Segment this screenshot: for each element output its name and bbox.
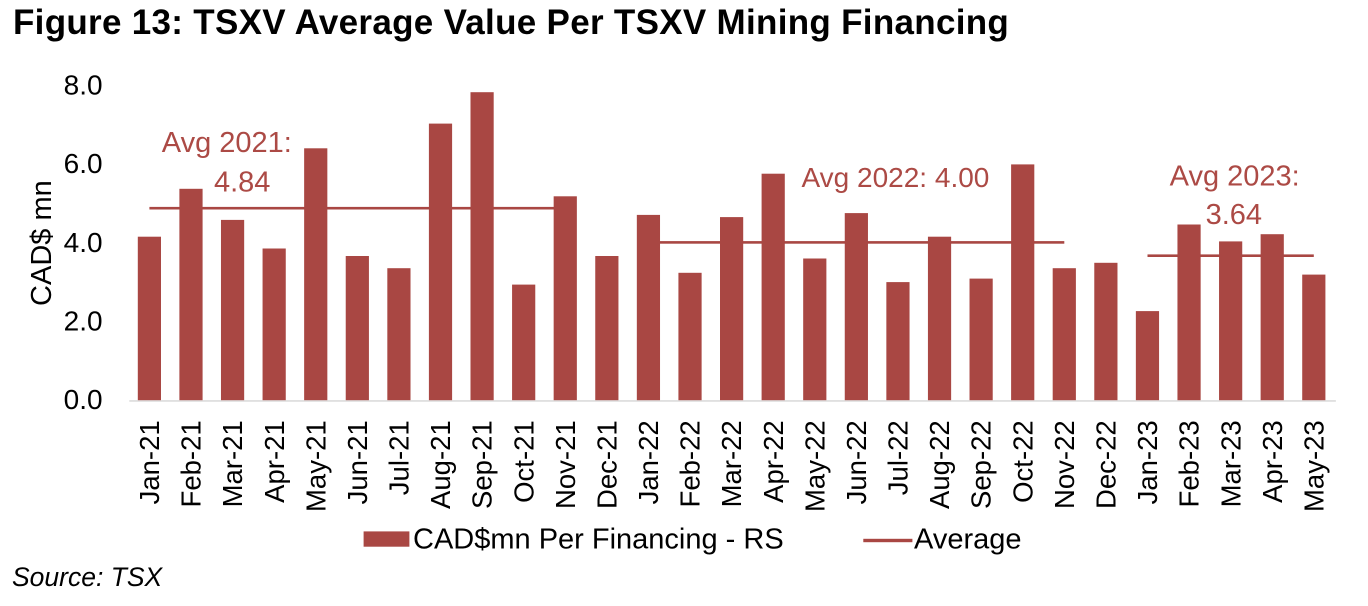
svg-text:Mar-22: Mar-22 <box>716 420 747 507</box>
svg-text:0.0: 0.0 <box>64 384 103 415</box>
svg-text:Mar-23: Mar-23 <box>1215 420 1246 507</box>
svg-text:3.64: 3.64 <box>1206 199 1262 231</box>
svg-text:8.0: 8.0 <box>64 70 103 101</box>
svg-text:Apr-21: Apr-21 <box>259 420 290 503</box>
svg-text:CAD$mn Per Financing - RS: CAD$mn Per Financing - RS <box>413 524 784 556</box>
svg-text:May-23: May-23 <box>1298 420 1329 512</box>
svg-text:Jan-21: Jan-21 <box>134 420 165 504</box>
svg-text:Jun-21: Jun-21 <box>342 420 373 504</box>
svg-text:CAD$ mn: CAD$ mn <box>26 180 58 306</box>
svg-text:2.0: 2.0 <box>64 306 103 337</box>
svg-text:Oct-21: Oct-21 <box>508 420 539 503</box>
svg-text:Jan-22: Jan-22 <box>633 420 664 504</box>
svg-text:Dec-21: Dec-21 <box>591 420 622 509</box>
svg-text:Avg 2022: 4.00: Avg 2022: 4.00 <box>802 162 990 193</box>
svg-text:Jul-21: Jul-21 <box>384 420 415 495</box>
svg-text:Jul-22: Jul-22 <box>883 420 914 495</box>
svg-text:Aug-21: Aug-21 <box>425 420 456 509</box>
svg-text:Feb-21: Feb-21 <box>176 420 207 507</box>
svg-text:Jun-22: Jun-22 <box>841 420 872 504</box>
svg-text:Sep-21: Sep-21 <box>467 420 498 509</box>
svg-text:Jan-23: Jan-23 <box>1132 420 1163 504</box>
svg-text:4.0: 4.0 <box>64 227 103 258</box>
svg-text:Sep-22: Sep-22 <box>966 420 997 509</box>
svg-text:Source: TSX: Source: TSX <box>12 562 164 592</box>
svg-text:Figure 13: TSXV Average Value: Figure 13: TSXV Average Value Per TSXV M… <box>13 3 1009 42</box>
svg-text:Apr-22: Apr-22 <box>758 420 789 503</box>
svg-text:Oct-22: Oct-22 <box>1007 420 1038 503</box>
svg-text:Feb-23: Feb-23 <box>1174 420 1205 507</box>
svg-text:6.0: 6.0 <box>64 148 103 179</box>
svg-text:Avg 2021:: Avg 2021: <box>162 127 292 159</box>
svg-text:May-22: May-22 <box>799 420 830 512</box>
svg-text:Average: Average <box>914 524 1022 556</box>
svg-text:Feb-22: Feb-22 <box>675 420 706 507</box>
svg-text:Dec-22: Dec-22 <box>1091 420 1122 509</box>
svg-text:4.84: 4.84 <box>214 166 270 198</box>
svg-text:Nov-21: Nov-21 <box>550 420 581 509</box>
svg-text:Mar-21: Mar-21 <box>217 420 248 507</box>
svg-text:Avg 2023:: Avg 2023: <box>1170 160 1300 192</box>
svg-text:May-21: May-21 <box>300 420 331 512</box>
svg-text:Apr-23: Apr-23 <box>1257 420 1288 503</box>
svg-text:Aug-22: Aug-22 <box>924 420 955 509</box>
svg-text:Nov-22: Nov-22 <box>1049 420 1080 509</box>
